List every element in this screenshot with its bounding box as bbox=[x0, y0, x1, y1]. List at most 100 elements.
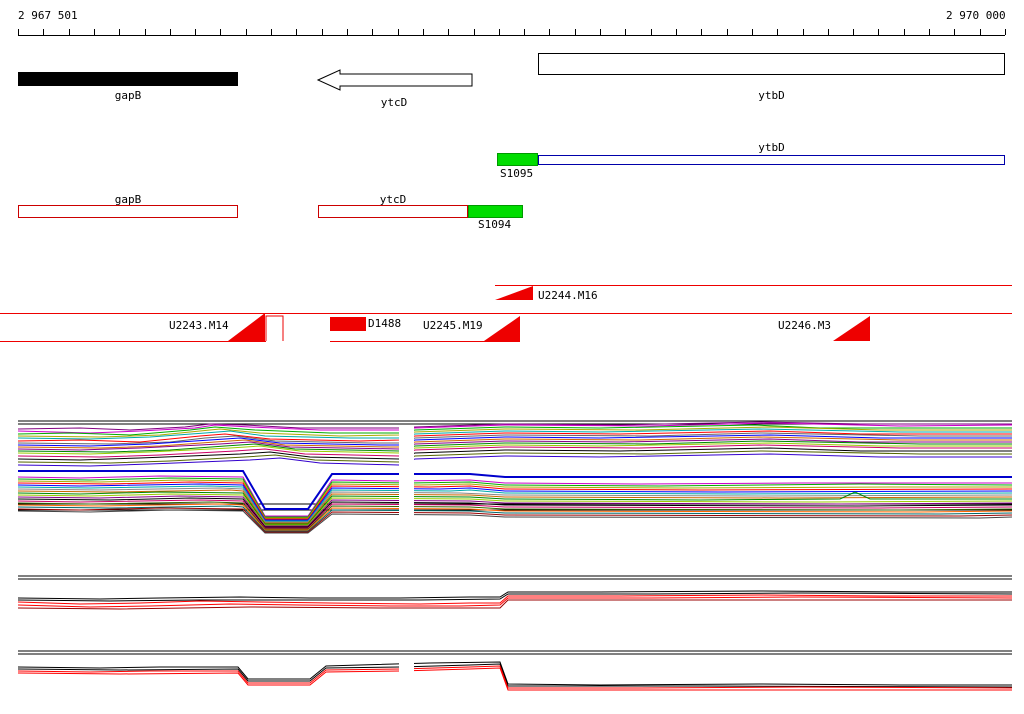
marker-label[interactable]: D1488 bbox=[368, 317, 402, 330]
expression-profile-line bbox=[17, 592, 1013, 602]
marker-label[interactable]: U2243.M14 bbox=[169, 319, 229, 332]
expression-profile-line bbox=[17, 495, 1013, 527]
gene-gapB-box[interactable] bbox=[18, 72, 238, 86]
ruler-tick bbox=[600, 29, 602, 35]
ruler-tick bbox=[701, 29, 703, 35]
ruler-tick bbox=[18, 29, 19, 35]
gene-gapB-label: gapB bbox=[114, 89, 142, 102]
ruler-tick bbox=[676, 29, 677, 35]
expression-profile-line bbox=[17, 599, 1012, 610]
expression-profile-line bbox=[17, 430, 1012, 443]
expression-profile-line bbox=[17, 661, 1012, 686]
cds-ytcD-box[interactable] bbox=[318, 205, 468, 218]
marker-label[interactable]: U2246.M3 bbox=[778, 319, 831, 332]
ruler-tick bbox=[93, 29, 95, 35]
ruler-tick bbox=[245, 29, 247, 35]
expression-profile-line bbox=[17, 426, 1012, 438]
ruler-tick bbox=[347, 29, 348, 35]
ruler-tick bbox=[220, 29, 222, 35]
marker-flag[interactable] bbox=[833, 316, 870, 341]
ruler-tick bbox=[777, 29, 779, 35]
expression-profile-line bbox=[17, 434, 1012, 447]
gene-ytcD-label: ytcD bbox=[380, 96, 408, 109]
expression-profile-line bbox=[17, 424, 1012, 436]
ruler-tick bbox=[954, 29, 956, 35]
expression-profile-line bbox=[17, 485, 1013, 522]
probe-gap bbox=[399, 426, 414, 542]
expression-profile-line bbox=[17, 594, 1012, 605]
ruler-tick bbox=[43, 29, 45, 35]
ruler-tick bbox=[979, 29, 981, 35]
gene-ytcD-arrow[interactable] bbox=[316, 67, 474, 93]
marker-flag[interactable] bbox=[495, 286, 533, 300]
ruler-tick bbox=[650, 29, 652, 35]
ruler-tick bbox=[296, 29, 298, 35]
expression-profile-line bbox=[17, 436, 1012, 449]
expression-profile-line bbox=[17, 663, 1013, 688]
cds-gapB-box[interactable] bbox=[18, 205, 238, 218]
coordinate-end-label: 2 970 000 bbox=[946, 9, 1006, 22]
expression-profile-line bbox=[17, 444, 1012, 458]
ruler-tick bbox=[751, 29, 753, 35]
expression-profile-line bbox=[17, 503, 1013, 531]
expression-profile-line bbox=[17, 509, 1013, 534]
ruler-tick bbox=[144, 29, 146, 35]
ruler-tick bbox=[625, 29, 627, 35]
expression-profile-line bbox=[17, 501, 1013, 530]
marker-flag[interactable] bbox=[484, 316, 520, 341]
ruler-tick bbox=[1005, 29, 1006, 35]
marker-flag[interactable] bbox=[228, 313, 265, 341]
expression-profile-line bbox=[18, 470, 1012, 510]
transcript-ytbD-label: ytbD bbox=[758, 141, 785, 154]
expression-profile-line bbox=[17, 493, 1013, 526]
probe-gap bbox=[399, 656, 414, 696]
expression-profile-line bbox=[17, 422, 1013, 434]
expression-profile-line bbox=[17, 450, 1012, 464]
gene-ytbD-label: ytbD bbox=[758, 89, 785, 102]
ruler-tick bbox=[878, 29, 880, 35]
expression-profile-line bbox=[17, 475, 1012, 517]
ruler-tick bbox=[321, 29, 323, 35]
expression-profile-line bbox=[17, 438, 1012, 451]
ruler-tick bbox=[169, 29, 171, 35]
ruler-tick bbox=[827, 29, 829, 35]
expression-profile-line bbox=[17, 442, 1012, 455]
ruler-tick bbox=[574, 29, 576, 35]
marker-outline bbox=[265, 315, 284, 341]
expression-profile-line bbox=[17, 428, 1012, 440]
expression-profile-line bbox=[17, 447, 1012, 461]
expression-profile-line bbox=[17, 479, 1012, 519]
ruler-tick bbox=[271, 29, 273, 35]
ruler-tick bbox=[853, 29, 855, 35]
gene-ytbD-box[interactable] bbox=[538, 53, 1005, 75]
ruler-tick bbox=[195, 29, 197, 35]
expression-profile-line bbox=[17, 499, 1013, 529]
transcript-ytbD-box[interactable] bbox=[538, 155, 1005, 165]
ruler-tick bbox=[448, 29, 450, 35]
segment-S1095-box[interactable] bbox=[497, 153, 538, 166]
expression-profile-line bbox=[17, 483, 1013, 521]
cds-gapB-label: gapB bbox=[114, 193, 142, 206]
expression-profile-line bbox=[17, 596, 1013, 608]
expression-profile-line bbox=[17, 590, 1012, 600]
expression-profile-line bbox=[17, 665, 1013, 689]
expression-profile-line bbox=[17, 667, 1012, 691]
ruler-tick bbox=[498, 29, 500, 35]
coordinate-start-label: 2 967 501 bbox=[18, 9, 78, 22]
expression-profile-line bbox=[17, 440, 1012, 453]
ruler-tick bbox=[929, 29, 931, 35]
expression-profile-line bbox=[17, 432, 1012, 445]
marker-label[interactable]: U2245.M19 bbox=[423, 319, 483, 332]
marker-label[interactable]: U2244.M16 bbox=[538, 289, 598, 302]
expression-profile-line bbox=[17, 491, 1012, 525]
ruler-tick bbox=[372, 29, 374, 35]
ruler-tick bbox=[119, 29, 121, 35]
ruler-tick bbox=[68, 29, 70, 35]
segment-S1094-box[interactable] bbox=[468, 205, 523, 218]
expression-profile-line bbox=[17, 507, 1013, 533]
marker-box[interactable] bbox=[330, 317, 366, 331]
ruler-tick bbox=[903, 29, 905, 35]
expression-profile-line bbox=[17, 421, 1012, 431]
